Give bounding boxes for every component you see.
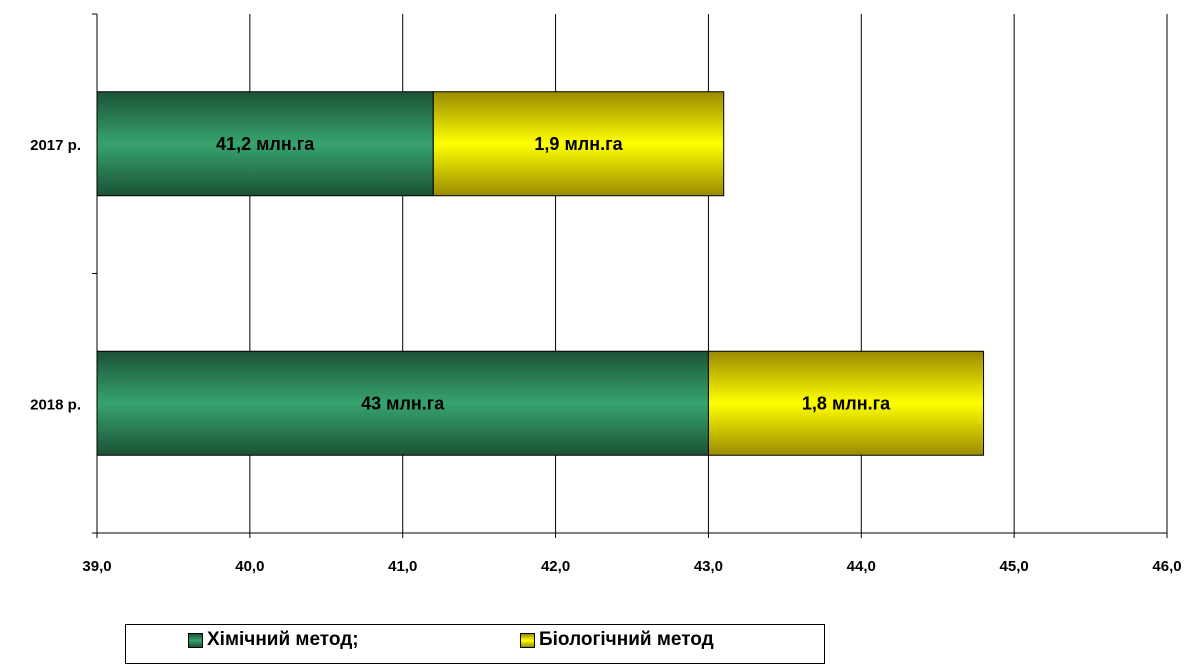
- bar-label: 1,9 млн.га: [534, 134, 623, 154]
- bar-biological: [707, 350, 985, 456]
- legend-label-biological: Біологічний метод: [539, 629, 714, 650]
- x-tick-label: 41,0: [388, 558, 417, 575]
- chart-plot: 41,2 млн.га 1,9 млн.га 43 млн.га 1,8 млн.га…: [30, 13, 1182, 575]
- legend-swatch-chemical: [188, 632, 203, 648]
- x-tick-label: 39,0: [82, 558, 111, 575]
- bar-label: 1,8 млн.га: [802, 393, 891, 413]
- x-tick-label: 46,0: [1152, 558, 1181, 575]
- x-tick-label: 45,0: [1000, 558, 1029, 575]
- x-tick-label: 44,0: [847, 558, 876, 575]
- category-label: 2017 р.: [30, 137, 81, 154]
- bar-label: 41,2 млн.га: [216, 134, 315, 154]
- legend-label-chemical: Хімічний метод;: [207, 629, 359, 650]
- bar-chemical: [96, 350, 709, 456]
- legend: Хімічний метод; Біологічний метод: [125, 624, 825, 664]
- legend-swatch-biological: [520, 632, 535, 648]
- legend-item-biological: Біологічний метод: [520, 629, 714, 651]
- category-label: 2018 р.: [30, 396, 81, 413]
- bar-biological: [432, 91, 725, 197]
- x-tick-label: 42,0: [541, 558, 570, 575]
- x-tick-label: 40,0: [235, 558, 264, 575]
- legend-item-chemical: Хімічний метод;: [188, 629, 359, 651]
- bar-label: 43 млн.га: [361, 393, 445, 413]
- x-tick-label: 43,0: [694, 558, 723, 575]
